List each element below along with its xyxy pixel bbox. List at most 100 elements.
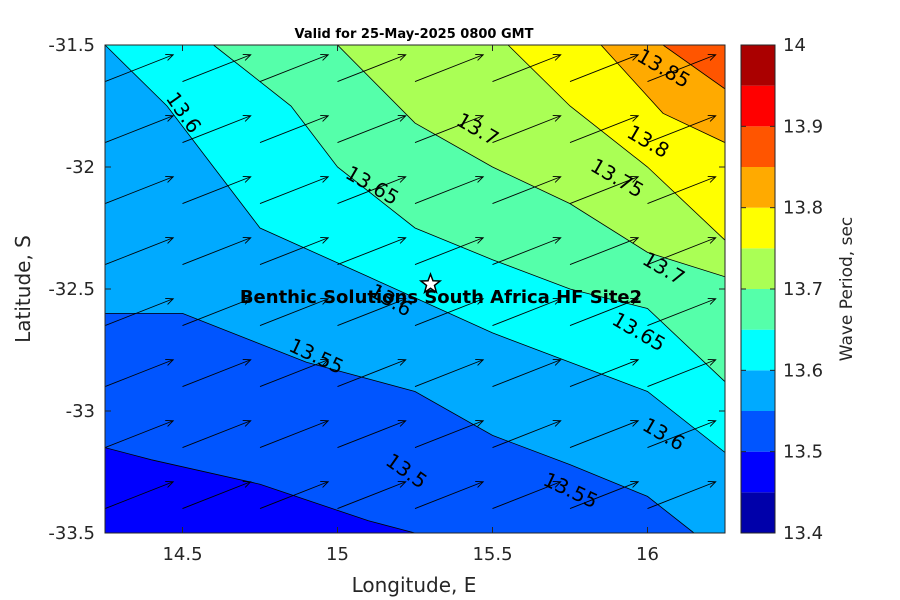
wave-vectors bbox=[105, 53, 725, 510]
wave-vector bbox=[414, 175, 485, 205]
wave-vector bbox=[647, 53, 717, 83]
wave-vector bbox=[259, 358, 330, 388]
y-tick-label: -33 bbox=[66, 401, 95, 422]
contour-line bbox=[105, 313, 695, 533]
contour-line bbox=[105, 45, 725, 453]
wave-vector bbox=[414, 297, 485, 327]
y-axis: -31.5 -32 -32.5 -33 -33.5 bbox=[48, 35, 725, 544]
wave-vector bbox=[259, 236, 330, 266]
chart-title: Valid for 25-May-2025 0800 GMT bbox=[295, 27, 534, 42]
wave-vector bbox=[105, 297, 175, 327]
wave-vector bbox=[647, 358, 717, 388]
colorbar-swatch bbox=[741, 370, 775, 411]
wave-vector bbox=[492, 297, 562, 327]
wave-vector bbox=[569, 480, 640, 510]
wave-vector bbox=[414, 358, 485, 388]
wave-vector bbox=[182, 480, 252, 510]
wave-vector bbox=[492, 236, 562, 266]
contour-lines bbox=[105, 45, 725, 533]
colorbar-tick-label: 13.5 bbox=[783, 442, 823, 463]
site-star-icon bbox=[418, 271, 443, 294]
wave-vector bbox=[569, 114, 640, 144]
wave-vector bbox=[259, 480, 330, 510]
colorbar-swatch bbox=[741, 167, 775, 208]
wave-vector bbox=[337, 114, 407, 144]
colorbar-tick-label: 13.7 bbox=[783, 279, 823, 300]
wave-vector bbox=[105, 175, 175, 205]
contour-line bbox=[105, 447, 416, 533]
wave-vector bbox=[492, 53, 562, 83]
wave-vector bbox=[414, 419, 485, 449]
wave-vector bbox=[182, 236, 252, 266]
contour-line bbox=[662, 45, 725, 90]
y-tick-label: -33.5 bbox=[48, 523, 95, 544]
wave-vector bbox=[647, 419, 717, 449]
colorbar-label: Wave Period, sec bbox=[837, 217, 857, 362]
wave-vector bbox=[569, 297, 640, 327]
contour-band bbox=[105, 447, 415, 533]
wave-vector bbox=[105, 358, 175, 388]
wave-vector bbox=[182, 114, 252, 144]
wave-vector bbox=[414, 480, 485, 510]
wave-vector bbox=[182, 175, 252, 205]
plot-area: 13.513.5513.5513.613.613.613.6513.6513.7… bbox=[104, 43, 726, 534]
wave-vector bbox=[259, 419, 330, 449]
wave-vector bbox=[647, 114, 717, 144]
wave-vector bbox=[492, 419, 562, 449]
y-axis-label: Latitude, S bbox=[11, 235, 35, 343]
wave-vector bbox=[569, 53, 640, 83]
colorbar-tick-label: 13.6 bbox=[783, 360, 823, 381]
wave-vector bbox=[337, 358, 407, 388]
wave-vector bbox=[414, 53, 485, 83]
wave-vector bbox=[337, 480, 407, 510]
wave-vector bbox=[259, 53, 330, 83]
colorbar-swatch bbox=[741, 207, 775, 249]
y-tick-label: -32 bbox=[66, 157, 95, 178]
colorbar-tick-label: 13.9 bbox=[783, 116, 823, 137]
wave-vector bbox=[182, 358, 252, 388]
wave-vector bbox=[647, 480, 717, 510]
colorbar-tick-label: 13.8 bbox=[783, 198, 823, 219]
colorbar-swatch bbox=[741, 248, 775, 289]
wave-vector bbox=[105, 419, 175, 449]
wave-vector bbox=[337, 175, 407, 205]
colorbar-swatch bbox=[741, 289, 775, 330]
x-axis: 14.5 15 15.5 16 bbox=[162, 45, 659, 565]
colorbar-swatch bbox=[741, 45, 775, 86]
wave-vector bbox=[492, 114, 562, 144]
y-tick-label: -31.5 bbox=[48, 35, 95, 56]
contour-line bbox=[507, 45, 725, 241]
wave-vector bbox=[569, 175, 640, 205]
x-tick-label: 16 bbox=[636, 544, 659, 565]
colorbar-tick-label: 14 bbox=[783, 35, 806, 56]
wave-vector bbox=[414, 236, 485, 266]
wave-vector bbox=[569, 419, 640, 449]
wave-vector bbox=[647, 297, 717, 327]
y-tick-label: -32.5 bbox=[48, 279, 95, 300]
wave-vector bbox=[337, 236, 407, 266]
wave-vector bbox=[259, 114, 330, 144]
wave-vector bbox=[647, 175, 717, 205]
x-axis-label: Longitude, E bbox=[352, 573, 477, 597]
contour-line bbox=[600, 45, 725, 143]
wave-vector bbox=[105, 114, 175, 144]
contour-line bbox=[337, 45, 725, 278]
wave-vector bbox=[569, 236, 640, 266]
wave-vector bbox=[182, 53, 252, 83]
x-tick-label: 15 bbox=[326, 544, 349, 565]
site-label: Benthic Solutions South Africa HF Site2 bbox=[240, 287, 642, 308]
x-tick-label: 14.5 bbox=[162, 544, 202, 565]
colorbar-tick-label: 13.4 bbox=[783, 523, 823, 544]
wave-vector bbox=[492, 175, 562, 205]
wave-vector bbox=[182, 297, 252, 327]
wave-vector bbox=[182, 419, 252, 449]
wave-vector bbox=[105, 480, 175, 510]
wave-vector bbox=[337, 53, 407, 83]
colorbar: 13.4 13.5 13.6 13.7 13.8 13.9 14 bbox=[740, 35, 823, 544]
colorbar-swatch bbox=[741, 126, 775, 167]
colorbar-swatch bbox=[741, 492, 775, 533]
colorbar-swatch bbox=[741, 451, 775, 493]
wave-vector bbox=[259, 175, 330, 205]
wave-vector bbox=[337, 419, 407, 449]
